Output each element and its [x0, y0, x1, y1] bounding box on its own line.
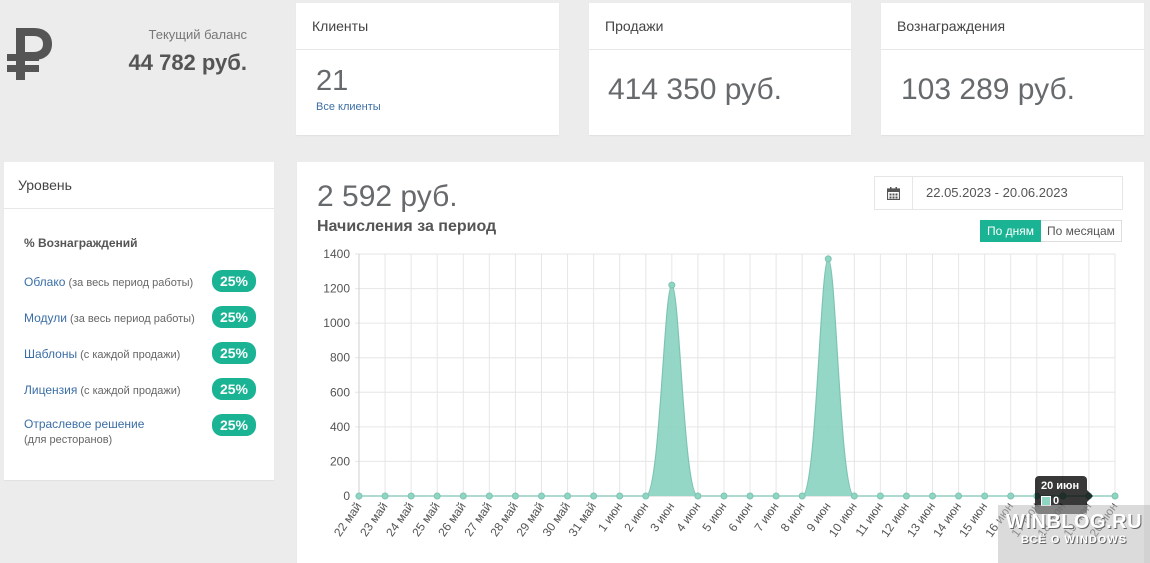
- date-range-picker[interactable]: 22.05.2023 - 20.06.2023: [874, 176, 1123, 210]
- level-row-modules: Модули (за весь период работы) 25%: [24, 306, 256, 328]
- watermark: WINBLOG.RU ВСЁ О WINDOWS: [998, 505, 1150, 563]
- level-name-modules[interactable]: Модули: [24, 311, 67, 325]
- rewards-card: Вознаграждения 103 289 руб.: [881, 3, 1144, 135]
- clients-count: 21: [316, 65, 349, 97]
- sales-value: 414 350 руб.: [608, 73, 782, 106]
- level-name-industry[interactable]: Отраслевое решение: [24, 417, 145, 431]
- level-name-templates[interactable]: Шаблоны: [24, 347, 78, 361]
- rewards-percent-heading: % Вознаграждений: [24, 236, 138, 250]
- tooltip-title: 20 июн: [1041, 480, 1080, 492]
- level-row-industry: Отраслевое решение (для ресторанов) 25%: [24, 414, 256, 446]
- watermark-subtitle: ВСЁ О WINDOWS: [1020, 534, 1128, 546]
- ruble-icon: [7, 28, 52, 80]
- level-badge-modules: 25%: [212, 306, 256, 328]
- rewards-title: Вознаграждения: [881, 3, 1144, 50]
- by-months-button[interactable]: По месяцам: [1041, 220, 1122, 242]
- balance-value: 44 782 руб.: [128, 50, 248, 75]
- watermark-title: WINBLOG.RU: [1005, 511, 1143, 533]
- chart-card: 2 592 руб. Начисления за период 22.05.20…: [297, 162, 1144, 563]
- level-name-cloud[interactable]: Облако: [24, 275, 66, 289]
- all-clients-link[interactable]: Все клиенты: [316, 101, 381, 113]
- level-card: Уровень % Вознаграждений Облако (за весь…: [4, 162, 274, 480]
- level-row-license: Лицензия (с каждой продажи) 25%: [24, 378, 256, 400]
- date-range-input[interactable]: 22.05.2023 - 20.06.2023: [926, 185, 1068, 200]
- sales-title: Продажи: [589, 3, 851, 50]
- level-badge-license: 25%: [212, 378, 256, 400]
- level-note-license: (с каждой продажи): [77, 385, 181, 397]
- level-name-license[interactable]: Лицензия: [24, 383, 78, 397]
- level-row-cloud: Облако (за весь период работы) 25%: [24, 270, 256, 292]
- tooltip-arrow: [1087, 490, 1093, 502]
- sales-card: Продажи 414 350 руб.: [589, 3, 851, 135]
- calendar-icon[interactable]: [875, 177, 913, 209]
- level-note-modules: (за весь период работы): [66, 313, 195, 325]
- balance-block: Текущий баланс 44 782 руб.: [0, 0, 275, 130]
- rewards-value: 103 289 руб.: [901, 73, 1075, 106]
- by-days-button[interactable]: По дням: [980, 220, 1042, 242]
- level-note-templates: (с каждой продажи): [77, 349, 181, 361]
- period-total: 2 592 руб.: [317, 180, 458, 213]
- level-note-industry: (для ресторанов): [24, 434, 113, 446]
- level-badge-templates: 25%: [212, 342, 256, 364]
- level-row-templates: Шаблоны (с каждой продажи) 25%: [24, 342, 256, 364]
- period-toggle: По дням По месяцам: [980, 220, 1122, 242]
- clients-card: Клиенты 21 Все клиенты: [296, 3, 559, 135]
- level-title: Уровень: [4, 162, 274, 209]
- chart-subtitle: Начисления за период: [317, 218, 497, 235]
- clients-title: Клиенты: [296, 3, 559, 50]
- level-note-cloud: (за весь период работы): [65, 277, 194, 289]
- level-badge-industry: 25%: [212, 414, 256, 436]
- tooltip-value: 0: [1053, 495, 1060, 507]
- balance-label: Текущий баланс: [148, 27, 247, 42]
- level-badge-cloud: 25%: [212, 270, 256, 292]
